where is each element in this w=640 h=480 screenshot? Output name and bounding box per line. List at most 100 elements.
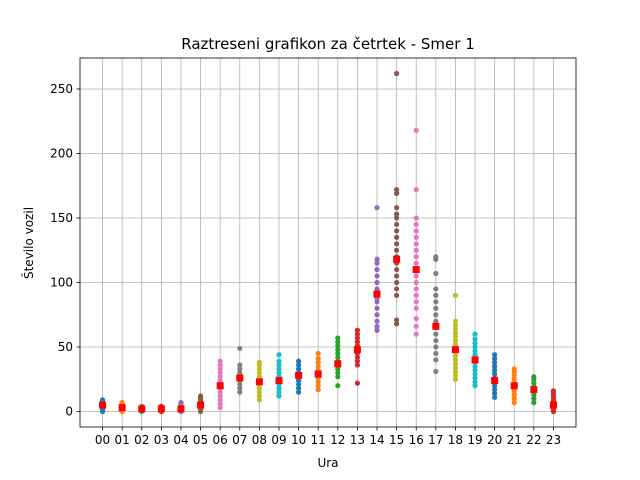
data-point	[433, 299, 439, 305]
data-point	[335, 335, 341, 341]
data-point	[413, 260, 419, 266]
data-point	[354, 354, 361, 360]
data-point	[217, 393, 223, 399]
mean-marker	[510, 382, 518, 390]
data-point	[452, 372, 459, 378]
data-point	[413, 299, 419, 305]
data-point	[492, 352, 498, 358]
data-point	[276, 385, 282, 391]
data-point	[276, 362, 282, 368]
data-point	[433, 305, 439, 311]
data-point	[452, 326, 459, 332]
data-point	[413, 273, 419, 279]
data-point	[492, 383, 498, 389]
data-point	[394, 241, 400, 247]
data-point	[256, 374, 262, 380]
data-point	[354, 362, 361, 368]
plot-frame	[79, 57, 577, 428]
data-point	[237, 362, 243, 368]
data-point	[276, 366, 282, 372]
data-point	[413, 221, 419, 228]
data-point	[394, 215, 400, 221]
data-point	[335, 374, 341, 380]
data-point	[394, 279, 400, 286]
x-tick-label: 20	[487, 433, 502, 447]
data-point	[315, 359, 321, 366]
data-point	[394, 211, 400, 217]
data-point	[335, 339, 341, 345]
data-point	[374, 323, 380, 329]
data-point	[433, 357, 439, 363]
data-point	[354, 331, 361, 337]
data-point	[335, 350, 341, 357]
mean-marker	[275, 377, 283, 385]
data-point	[256, 385, 262, 391]
data-point	[472, 331, 478, 337]
data-point	[374, 256, 380, 262]
data-point	[492, 386, 498, 393]
data-point	[119, 399, 125, 406]
y-tick-label: 0	[65, 405, 73, 419]
data-point	[472, 375, 478, 381]
y-tick-label: 100	[50, 275, 73, 289]
data-point	[492, 371, 498, 377]
x-tick-label: 23	[546, 433, 561, 447]
x-tick-label: 02	[134, 433, 149, 447]
data-point	[335, 354, 341, 360]
mean-marker	[99, 401, 107, 409]
data-point	[276, 352, 282, 358]
data-point	[374, 299, 380, 305]
data-point	[452, 330, 459, 336]
data-point	[335, 383, 341, 389]
data-point	[99, 397, 106, 403]
x-tick-label: 13	[350, 433, 365, 447]
data-point	[531, 399, 537, 406]
mean-marker	[314, 370, 322, 378]
data-point	[452, 334, 459, 340]
data-point	[295, 362, 302, 368]
data-point	[511, 376, 517, 382]
data-point	[295, 389, 302, 395]
y-tick-label: 50	[58, 340, 73, 354]
x-tick-label: 21	[507, 433, 522, 447]
data-point	[452, 292, 459, 298]
data-point	[433, 254, 439, 260]
y-tick-label: 150	[50, 211, 73, 225]
data-point	[433, 292, 439, 298]
mean-marker	[157, 405, 165, 413]
data-point	[394, 190, 400, 197]
data-point	[374, 205, 380, 211]
data-point	[472, 379, 478, 385]
data-point	[433, 331, 439, 337]
data-point	[413, 127, 419, 133]
data-point	[374, 273, 380, 279]
data-point	[433, 344, 439, 350]
data-point	[394, 321, 400, 327]
data-point	[511, 399, 517, 406]
data-point	[394, 286, 400, 292]
data-point	[256, 359, 262, 366]
mean-marker	[549, 401, 557, 409]
data-point	[492, 390, 498, 397]
data-point	[197, 393, 204, 399]
y-tick-label: 250	[50, 82, 73, 96]
data-point	[472, 367, 478, 373]
data-point	[315, 383, 321, 389]
data-point	[217, 397, 223, 403]
data-point	[217, 389, 223, 395]
data-point	[413, 254, 419, 260]
data-point	[511, 366, 517, 372]
data-point	[217, 362, 223, 368]
x-tick-label: 07	[232, 433, 247, 447]
data-point	[315, 356, 321, 362]
data-point	[335, 346, 341, 353]
data-point	[472, 371, 478, 377]
data-point	[472, 340, 478, 346]
data-point	[511, 392, 517, 398]
data-point	[276, 393, 282, 399]
data-point	[452, 365, 459, 371]
data-point	[394, 205, 400, 211]
data-point	[394, 70, 400, 77]
mean-marker	[177, 405, 185, 413]
